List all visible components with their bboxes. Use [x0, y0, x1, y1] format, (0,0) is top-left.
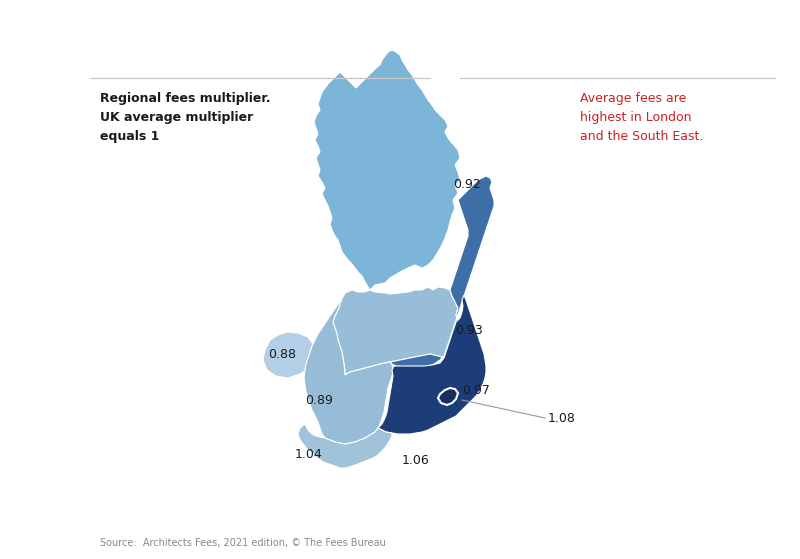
Text: 0.93: 0.93 [455, 324, 482, 337]
Text: 1.08: 1.08 [548, 411, 576, 424]
Polygon shape [298, 424, 392, 468]
Polygon shape [438, 388, 458, 405]
Text: Regional fees multiplier.
UK average multiplier
equals 1: Regional fees multiplier. UK average mul… [100, 92, 270, 143]
Polygon shape [314, 50, 460, 290]
Polygon shape [304, 293, 393, 444]
Text: Source:  Architects Fees, 2021 edition, © The Fees Bureau: Source: Architects Fees, 2021 edition, ©… [100, 538, 386, 548]
Text: 0.97: 0.97 [462, 383, 490, 396]
Polygon shape [390, 176, 494, 368]
Text: 1.06: 1.06 [402, 453, 430, 467]
Text: 0.92: 0.92 [453, 178, 481, 192]
Text: 1.04: 1.04 [295, 448, 322, 462]
Text: 0.89: 0.89 [305, 394, 333, 406]
Polygon shape [263, 332, 315, 378]
Polygon shape [378, 295, 486, 434]
Text: 0.88: 0.88 [268, 348, 296, 361]
Text: Average fees are
highest in London
and the South East.: Average fees are highest in London and t… [580, 92, 703, 143]
Polygon shape [333, 287, 462, 375]
